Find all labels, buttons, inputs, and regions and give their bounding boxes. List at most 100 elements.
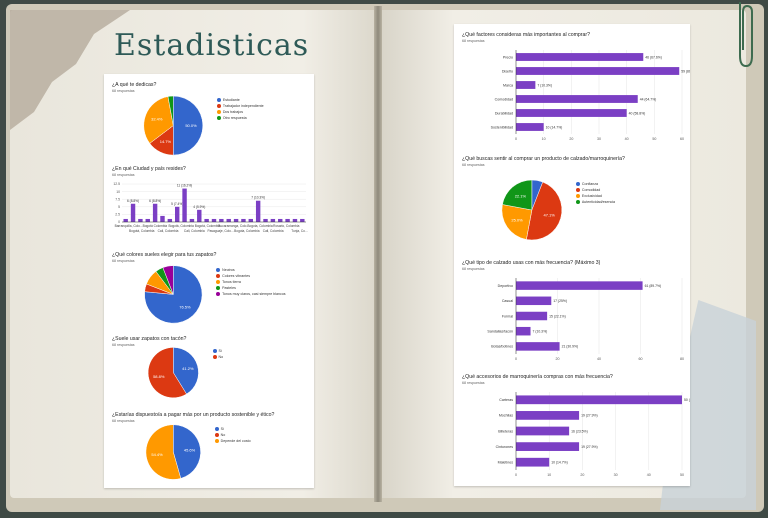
left-results-sheet: ¿A qué te dedicas? 68 respuestas 50.0% 14.7… <box>104 74 314 488</box>
x-tick-label: 50 <box>680 473 684 477</box>
bar <box>255 200 261 222</box>
legend-swatch <box>575 200 580 205</box>
legend-label: Comodidad <box>581 188 601 192</box>
legend-swatch <box>212 355 217 360</box>
slice-label: 76.5% <box>179 305 191 310</box>
x-tick-label: 30 <box>597 137 601 141</box>
legend-label: Estudiante <box>222 98 240 103</box>
bar <box>516 53 644 61</box>
pie-svg: 41.2% 58.8% <box>147 347 199 398</box>
legend-item: Comodidad <box>575 188 601 193</box>
bar-svg: 0 20 40 60 80 Deportivo 61 (89.7%) Casual 17 (25… <box>487 278 684 361</box>
bar-value-label: 16 (23.5%) <box>571 429 588 433</box>
bar-value-label: 7 (10.3%) <box>533 330 548 334</box>
slice-label: 54.4% <box>151 452 163 457</box>
pie-slice <box>173 424 201 479</box>
legend-swatch <box>216 291 221 296</box>
x-tick-label: 50 <box>652 137 656 141</box>
legend-item: Sí <box>212 349 222 354</box>
x-tick-label: 0 <box>515 357 517 361</box>
bar <box>160 215 165 222</box>
legend-swatch <box>575 182 580 187</box>
legend-swatch <box>216 279 221 284</box>
bar <box>152 203 158 222</box>
chart-question: ¿Suele usar zapatos con tacón? <box>112 336 187 342</box>
bar <box>233 218 239 222</box>
legend-label: Exclusividad <box>581 194 602 198</box>
chart-question: ¿Qué accesorios de marroquinería compras… <box>462 374 613 380</box>
legend-item: Dos trabajos <box>216 110 243 115</box>
chart-shoe-colors: ¿Qué colores sueles elegir para tus zapa… <box>104 248 314 328</box>
legend-item: Trabajador independiente <box>216 104 264 109</box>
response-count: 68 respuestas <box>462 381 485 385</box>
bar <box>516 442 580 451</box>
legend-label: Confianza <box>581 182 599 186</box>
x-tick-label: Bogotá, Colombia <box>129 229 155 233</box>
x-tick-label: Tunja, Co... <box>291 229 307 233</box>
chart-heels: ¿Suele usar zapatos con tacón? 68 respues… <box>104 332 314 402</box>
bar <box>516 95 638 103</box>
pie-slice <box>145 424 182 480</box>
y-tick-label: 0 <box>118 220 120 224</box>
legend-label: Neutros <box>222 267 235 272</box>
bar-value-label: 44 (64.7%) <box>640 97 657 101</box>
legend-swatch <box>216 273 221 278</box>
bar-value-label: 46 (67.6%) <box>645 55 662 59</box>
x-tick-label: Bogota, Colombia <box>247 224 273 228</box>
bar <box>516 426 570 436</box>
response-count: 68 respuestas <box>462 163 485 167</box>
category-label: Comodidad <box>495 97 513 101</box>
pie-slice <box>167 95 174 126</box>
x-tick-label: Bogota, Colombia <box>234 229 260 233</box>
category-label: Precio <box>503 55 513 59</box>
legend-label: Dos trabajos <box>222 110 243 115</box>
bar-svg: 0 10 20 30 40 50 60 Precio 46 (67.6%) Diseño 59 (8… <box>491 50 690 141</box>
x-tick-label: Bucaramanga, Colo... <box>218 224 249 228</box>
pie-slice <box>147 347 187 398</box>
slice-label: 32.4% <box>151 117 163 122</box>
legend-item: Confianza <box>575 182 599 187</box>
legend-item: Estudiante <box>216 98 240 103</box>
bar <box>270 218 276 222</box>
legend-item: Autenticidad/esencia <box>575 200 616 205</box>
bar-value-label: 61 (89.7%) <box>645 284 662 288</box>
bar-value-label: 10 (14.7%) <box>551 461 568 465</box>
bar <box>516 395 682 405</box>
x-tick-label: 10 <box>547 473 551 477</box>
bar <box>516 81 536 89</box>
legend-item: Colores vibrantes <box>216 274 250 278</box>
bar-value-label: 19 (27.9%) <box>581 414 598 418</box>
pie-svg: 76.5% <box>144 265 203 324</box>
bar-value-label: 5 (7.4%) <box>171 202 183 206</box>
category-label: Durabilidad <box>495 111 513 115</box>
pie-svg: 47.1% 25.0% 22.1% <box>501 179 563 241</box>
legend-swatch <box>575 194 580 199</box>
legend-item: Pasteles <box>216 286 236 290</box>
x-tick-label: Bogotá, Colombia <box>195 224 221 228</box>
chart-sustainable: ¿Estarías dispuesto/a a pagar más por un… <box>104 408 314 484</box>
x-tick-label: Cali, Colombia <box>158 229 179 233</box>
legend-item: Depende del costo <box>214 439 251 443</box>
legend-item: No <box>212 355 223 360</box>
legend-item: Otro respuesta <box>216 116 247 121</box>
legend-swatch <box>216 285 221 290</box>
legend-label: Colores vibrantes <box>222 273 251 278</box>
bar <box>300 218 305 222</box>
x-tick-label: Cali, Colombia <box>263 229 284 233</box>
bar <box>189 218 195 222</box>
category-label: Formal <box>502 314 513 318</box>
slice-label: 25.0% <box>511 218 523 223</box>
x-tick-label: 10 <box>542 137 546 141</box>
bar <box>130 203 136 222</box>
legend-label: Autenticidad/esencia <box>581 200 616 204</box>
pie-slice <box>501 204 533 240</box>
y-tick-label: 2.5 <box>115 213 120 217</box>
x-tick-label: 20 <box>569 137 573 141</box>
legend-label: Otro respuesta <box>222 116 247 121</box>
bar <box>516 281 643 290</box>
bar-value-label: 7 (10.3%) <box>537 83 552 87</box>
chart-city: ¿En qué Ciudad y país resides? 68 respues… <box>104 162 314 244</box>
bar-value-label: 6 (8.8%) <box>127 199 139 203</box>
bar-svg: 0 10 20 30 40 50 Carteras 50 (73.5%) Mochilas 19 … <box>496 392 690 477</box>
x-tick-label: 40 <box>625 137 629 141</box>
